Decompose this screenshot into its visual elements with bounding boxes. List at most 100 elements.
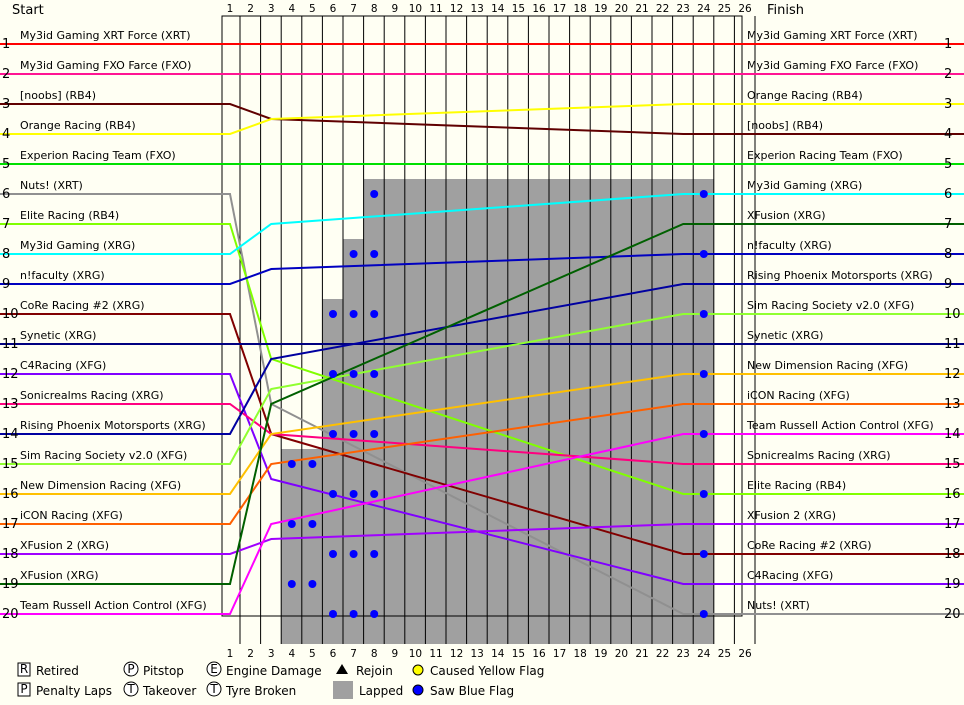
lap-number-bottom: 3 [268,648,275,660]
finish-team-label: Orange Racing (RB4) [747,89,863,102]
lap-number-top: 10 [409,3,422,15]
lap-number-bottom: 7 [350,648,357,660]
blue-flag-dot [308,580,317,588]
position-number-left: 6 [2,187,10,202]
position-number-left: 12 [2,367,19,382]
lap-number-top: 15 [512,3,525,15]
position-number-right: 19 [944,577,961,592]
start-team-label: Sonicrealms Racing (XRG) [20,389,164,402]
lap-number-bottom: 4 [288,648,295,660]
finish-team-label: Nuts! (XRT) [747,599,810,612]
finish-team-label: My3id Gaming XRT Force (XRT) [747,29,918,42]
lap-number-top: 25 [718,3,731,15]
blue-flag-dot [699,250,708,258]
lap-number-bottom: 24 [697,648,711,660]
start-team-label: XFusion (XRG) [20,569,99,582]
legend-symbol-letter: P [20,682,27,696]
finish-team-label: My3id Gaming (XRG) [747,179,862,192]
lap-number-top: 8 [371,3,378,15]
lap-number-bottom: 8 [371,648,378,660]
team-trace [222,523,742,555]
position-number-left: 13 [2,397,19,412]
position-number-left: 2 [2,67,10,82]
finish-team-label: Synetic (XRG) [747,329,823,342]
lap-number-bottom: 26 [738,648,752,660]
position-number-left: 10 [2,307,19,322]
blue-flag-dot [699,190,708,198]
lap-number-top: 24 [697,3,711,15]
position-number-right: 1 [944,37,952,52]
start-header: Start [12,3,44,18]
lap-number-bottom: 1 [227,648,234,660]
blue-flag-dot [370,610,379,618]
position-number-right: 18 [944,547,961,562]
blue-flag-dot [699,550,708,558]
legend-label: Penalty Laps [36,684,112,698]
position-number-left: 16 [2,487,19,502]
blue-flag-dot [370,310,379,318]
position-number-left: 19 [2,577,19,592]
blue-flag-dot [329,310,337,318]
finish-team-label: Sonicrealms Racing (XRG) [747,449,891,462]
finish-team-label: My3id Gaming FXO Farce (FXO) [747,59,918,72]
start-team-label: XFusion 2 (XRG) [20,539,109,552]
position-number-right: 9 [944,277,952,292]
lap-number-bottom: 11 [429,648,442,660]
blue-flag-dot [308,520,317,528]
legend-label: Rejoin [356,664,393,678]
start-team-label: Rising Phoenix Motorsports (XRG) [20,419,206,432]
team-trace [222,103,742,135]
start-team-label: Orange Racing (RB4) [20,119,136,132]
position-number-left: 3 [2,97,10,112]
legend-label: Saw Blue Flag [430,684,514,698]
position-number-left: 5 [2,157,10,172]
start-team-label: My3id Gaming (XRG) [20,239,135,252]
blue-flag-icon [412,684,424,696]
position-number-left: 4 [2,127,10,142]
start-team-label: iCON Racing (XFG) [20,509,123,522]
blue-flag-dot [308,460,317,468]
finish-team-label: Team Russell Action Control (XFG) [746,419,934,432]
blue-flag-dot [349,610,358,618]
start-team-label: Team Russell Action Control (XFG) [19,599,207,612]
lap-number-top: 19 [594,3,607,15]
position-number-left: 7 [2,217,10,232]
rejoin-triangle-icon [336,664,348,674]
legend-symbol-circle [206,681,222,697]
blue-flag-dot [349,430,358,438]
finish-team-label: [noobs] (RB4) [747,119,823,132]
position-number-left: 14 [2,427,19,442]
team-trace [222,223,742,585]
lap-number-bottom: 6 [330,648,337,660]
lap-number-bottom: 14 [491,648,505,660]
legend-symbol-letter: E [210,662,218,676]
legend-symbol-box [17,662,31,677]
blue-flag-dot [370,430,379,438]
lap-number-top: 17 [553,3,566,15]
position-number-right: 2 [944,67,952,82]
lap-number-bottom: 21 [635,648,648,660]
finish-team-label: CoRe Racing #2 (XRG) [747,539,872,552]
lap-number-top: 6 [330,3,337,15]
finish-team-label: Experion Racing Team (FXO) [747,149,903,162]
lapped-region [281,179,715,644]
position-number-right: 10 [944,307,961,322]
flag-markers [287,190,708,618]
start-team-label: My3id Gaming XRT Force (XRT) [20,29,191,42]
blue-flag-dot [349,310,358,318]
team-trace [222,403,742,525]
lap-number-bottom: 15 [512,648,525,660]
legend-symbol-letter: R [20,662,28,676]
blue-flag-dot [349,550,358,558]
lap-number-top: 20 [615,3,628,15]
start-team-label: Experion Racing Team (FXO) [20,149,176,162]
finish-header: Finish [767,3,804,18]
blue-flag-dot [370,490,379,498]
legend-label: Tyre Broken [225,684,296,698]
lap-number-bottom: 5 [309,648,316,660]
lap-number-top: 7 [350,3,357,15]
lap-number-top: 16 [532,3,546,15]
position-number-left: 8 [2,247,10,262]
legend-symbol-letter: T [209,682,218,696]
